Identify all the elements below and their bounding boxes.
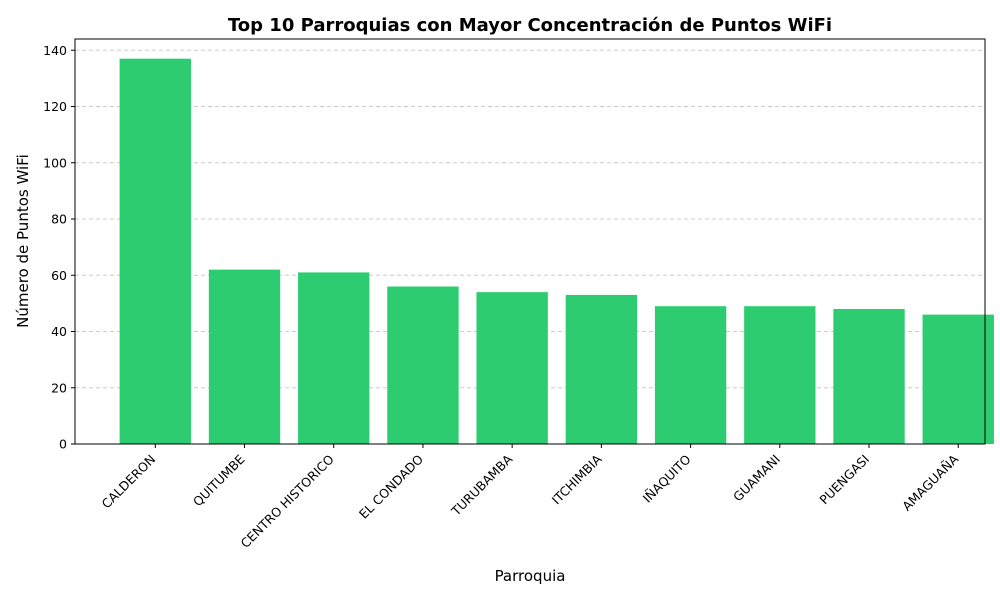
x-tick-label: AMAGUAÑA: [899, 451, 962, 514]
chart-title: Top 10 Parroquias con Mayor Concentració…: [228, 15, 832, 36]
y-axis: 0 20 40 60 80 100 120 140: [43, 43, 75, 452]
y-axis-label: Número de Puntos WiFi: [14, 154, 32, 328]
y-tick-label: 0: [59, 437, 67, 452]
bar-puengasi: [833, 309, 905, 444]
y-tick-label: 80: [51, 212, 67, 227]
x-tick-label: QUITUMBE: [190, 451, 248, 509]
y-tick-label: 120: [43, 99, 67, 114]
plot-frame: [74, 38, 986, 445]
x-tick-label: IÑAQUITO: [640, 451, 694, 505]
x-tick-label: ITCHIMBIA: [549, 451, 605, 507]
bar-el-condado: [387, 286, 459, 444]
x-tick-label: GUAMANI: [730, 452, 783, 505]
y-tick-label: 60: [51, 268, 67, 283]
x-tick-label: CENTRO HISTORICO: [237, 451, 336, 550]
bar-guamani: [744, 306, 816, 444]
x-tick-label: CALDERON: [99, 452, 159, 512]
bar-quitumbe: [208, 269, 281, 444]
x-tick-label: TURUBAMBA: [448, 451, 516, 519]
bar-itchimbia: [565, 294, 638, 444]
x-tick-label: PUENGASI: [816, 452, 872, 508]
y-tick-label: 20: [51, 380, 67, 395]
bar-amaguaña: [922, 314, 994, 444]
bar-iñaquito: [654, 306, 727, 444]
bars: [119, 58, 994, 444]
y-tick-label: 40: [51, 324, 67, 339]
bar-calderon: [119, 58, 191, 444]
x-tick-label: EL CONDADO: [356, 451, 426, 521]
y-tick-label: 140: [43, 43, 67, 58]
y-tick-label: 100: [43, 155, 67, 170]
bar-centro-historico: [298, 272, 370, 444]
bar-turubamba: [476, 292, 548, 444]
x-axis-label: Parroquia: [495, 567, 566, 585]
